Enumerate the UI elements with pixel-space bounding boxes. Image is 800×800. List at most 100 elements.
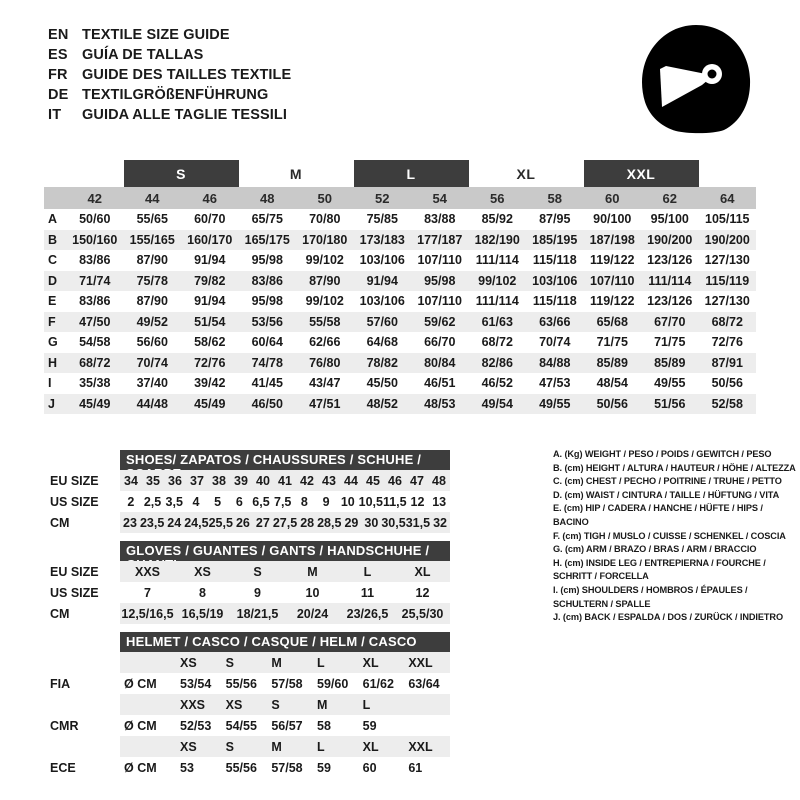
table-cell: 64/68 <box>353 332 411 353</box>
table-cell: 12 <box>406 491 429 512</box>
table-cell: 67/70 <box>641 311 699 332</box>
table-cell: 95/98 <box>411 270 469 291</box>
table-cell: 54/55 <box>221 715 268 736</box>
table-cell: 28 <box>297 512 318 533</box>
size-row-corner <box>44 187 66 209</box>
row-letter-C: C <box>44 250 66 271</box>
table-cell: 57/58 <box>267 673 313 694</box>
table-cell: 63/64 <box>404 673 450 694</box>
table-cell: 173/183 <box>353 229 411 250</box>
table-cell: 87/90 <box>123 291 181 312</box>
table-cell: 34 <box>120 470 142 491</box>
gloves-header: GLOVES / GUANTES / GANTS / HANDSCHUHE / … <box>120 541 450 572</box>
measurement-rows: A 50/60 55/65 60/70 65/75 70/80 75/85 83/88 85/9… <box>44 209 756 414</box>
table-cell: 82/86 <box>468 352 526 373</box>
helmet-size: L <box>313 652 359 673</box>
table-cell: 115/119 <box>698 270 756 291</box>
table-cell: 127/130 <box>698 291 756 312</box>
title-text-es: GUÍA DE TALLAS <box>82 47 204 63</box>
table-cell: 46/50 <box>238 393 296 414</box>
title-lang-en: EN <box>48 27 69 43</box>
table-cell: 68/72 <box>698 311 756 332</box>
size-category-xxl: XXL <box>583 160 699 187</box>
table-cell: 39/42 <box>181 373 239 394</box>
table-cell: 68/72 <box>468 332 526 353</box>
size-number-62: 62 <box>641 187 699 209</box>
size-category-spacer <box>44 160 66 187</box>
table-cell: 119/122 <box>583 291 641 312</box>
size-category-row: S M L XL XXL <box>44 160 756 187</box>
table-cell: 83/86 <box>238 270 296 291</box>
table-cell: 79/82 <box>181 270 239 291</box>
title-text-fr: GUIDE DES TAILLES TEXTILE <box>82 67 292 83</box>
table-cell: 31,5 <box>405 512 431 533</box>
table-cell: 54/58 <box>66 332 124 353</box>
helmet-size: XS <box>176 736 222 757</box>
table-cell: 51/56 <box>641 393 699 414</box>
size-number-50: 50 <box>296 187 354 209</box>
row-letter-H: H <box>44 352 66 373</box>
row-label: EU SIZE <box>50 564 99 579</box>
standard-label-cmr: CMR <box>50 718 79 733</box>
title-text-en: TEXTILE SIZE GUIDE <box>82 27 230 43</box>
size-category-xl: XL <box>516 165 536 182</box>
table-cell: 85/92 <box>468 209 526 230</box>
table-cell: 35 <box>142 470 164 491</box>
table-cell: 60 <box>358 757 405 778</box>
table-cell: 80/84 <box>411 352 469 373</box>
table-cell: 13 <box>428 491 450 512</box>
table-cell: 58/62 <box>181 332 239 353</box>
gloves-row-labels: EU SIZE US SIZE CM <box>48 561 99 624</box>
shoes-header: SHOES/ ZAPATOS / CHAUSSURES / SCHUHE / S… <box>120 450 450 481</box>
table-cell: 46/52 <box>468 373 526 394</box>
table-cell: 68/72 <box>66 352 124 373</box>
table-cell: 53 <box>176 757 222 778</box>
table-cell: 52/53 <box>176 715 222 736</box>
table-cell: 47 <box>406 470 428 491</box>
table-cell: 87/91 <box>698 352 756 373</box>
helmet-size: XXS <box>176 694 222 715</box>
table-cell: 70/74 <box>526 332 584 353</box>
table-cell: 43/47 <box>296 373 354 394</box>
spacer <box>48 694 78 715</box>
table-cell: 115/118 <box>526 250 584 271</box>
table-row: XS S M L XL XXL <box>120 736 450 757</box>
table-cell: 24 <box>164 512 185 533</box>
table-cell: 53/56 <box>238 311 296 332</box>
row-letter-J: J <box>44 393 66 414</box>
legend-item-0: A. (Kg) WEIGHT / PESO / POIDS / GEWITCH … <box>553 449 772 459</box>
row-letter-D: D <box>44 270 66 291</box>
table-cell: 11,5 <box>382 491 407 512</box>
table-cell: 29 <box>341 512 362 533</box>
table-cell: 41 <box>274 470 296 491</box>
table-cell: 70/80 <box>296 209 354 230</box>
table-cell: 76/80 <box>296 352 354 373</box>
helmet-size: XL <box>358 736 405 757</box>
unit-cell: Ø CM <box>120 673 176 694</box>
table-cell: 90/100 <box>583 209 641 230</box>
table-cell: 39 <box>230 470 252 491</box>
table-cell: 2 <box>120 491 142 512</box>
table-cell: 50/56 <box>583 393 641 414</box>
title-lang-de: DE <box>48 87 69 103</box>
helmet-size: XXL <box>404 652 450 673</box>
size-number-42: 42 <box>66 187 124 209</box>
helmet-size: M <box>267 736 313 757</box>
table-cell: 111/114 <box>468 250 526 271</box>
table-cell: 23,5 <box>139 512 165 533</box>
table-row: E 83/86 87/90 91/94 95/98 99/102 103/106 107/11… <box>44 291 756 312</box>
table-cell: 71/74 <box>66 270 124 291</box>
table-cell: 48/54 <box>583 373 641 394</box>
table-cell: 55/56 <box>221 757 268 778</box>
row-letter-E: E <box>44 291 66 312</box>
table-cell: 99/102 <box>296 250 354 271</box>
table-cell: 6 <box>228 491 251 512</box>
table-cell: 74/78 <box>238 352 296 373</box>
table-cell: 83/86 <box>66 250 124 271</box>
table-cell: 48/53 <box>411 393 469 414</box>
table-cell: 65/68 <box>583 311 641 332</box>
table-cell: 10 <box>285 582 340 603</box>
row-letter-B: B <box>44 229 66 250</box>
table-cell: 32 <box>430 512 450 533</box>
